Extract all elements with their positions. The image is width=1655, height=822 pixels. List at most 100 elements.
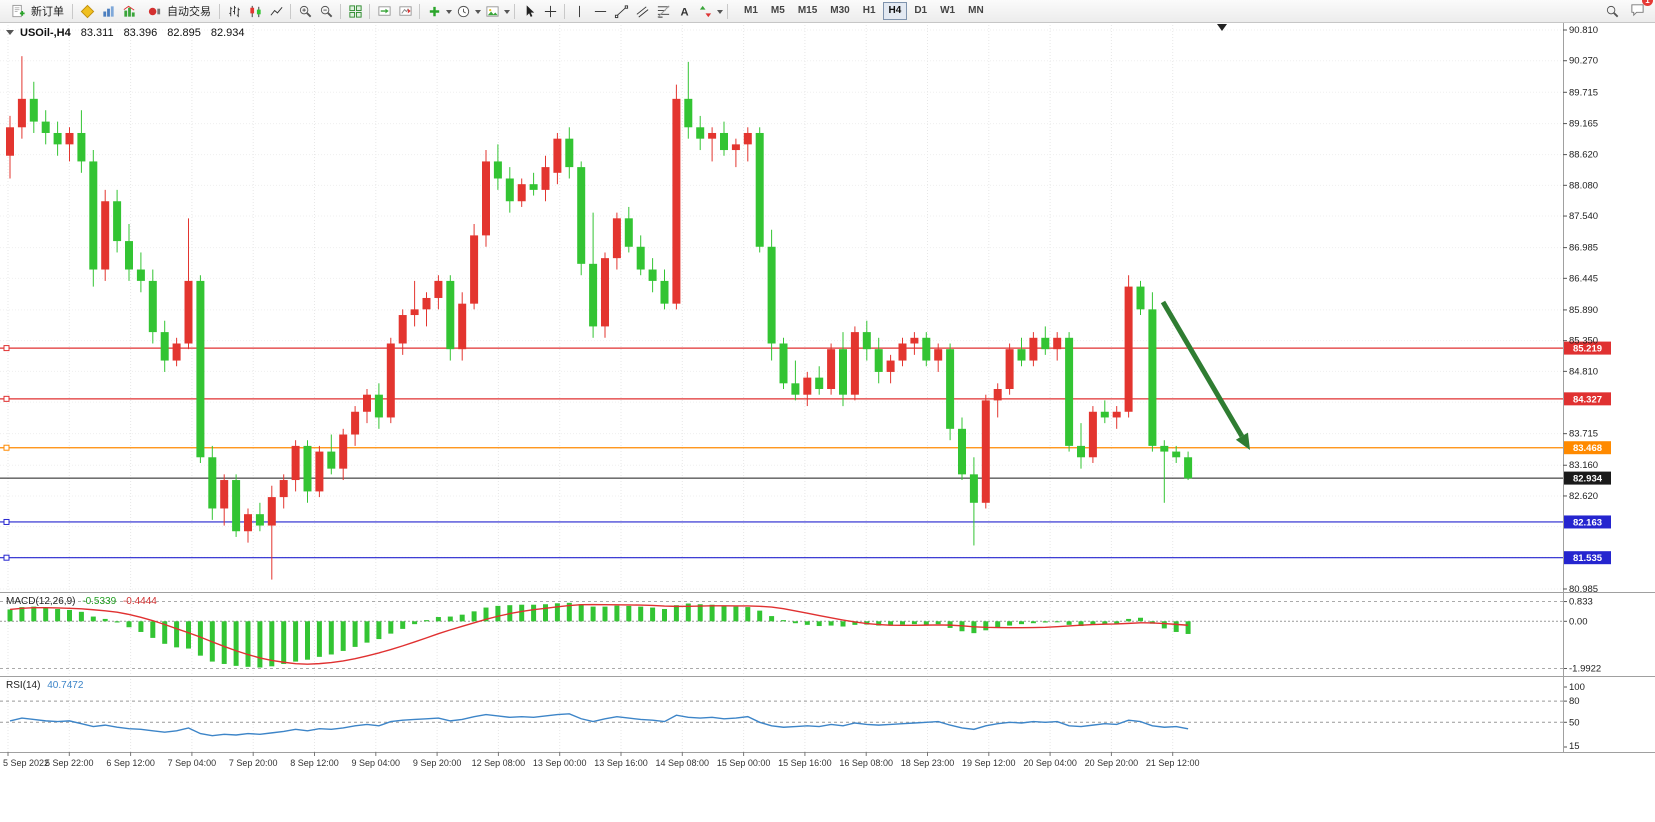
svg-text:16 Sep 08:00: 16 Sep 08:00	[839, 758, 893, 768]
svg-text:85.890: 85.890	[1569, 305, 1598, 316]
svg-text:-1.9922: -1.9922	[1569, 664, 1601, 675]
new-order-icon	[8, 1, 28, 21]
timeframe-m30[interactable]: M30	[830, 5, 850, 16]
zoom-out-icon[interactable]	[316, 1, 336, 21]
timeframe-w1[interactable]: W1	[940, 5, 956, 16]
tile-windows-icon[interactable]	[345, 1, 365, 21]
toolbar-right-group: 1	[1602, 0, 1653, 22]
svg-text:5 Sep 2022: 5 Sep 2022	[3, 758, 49, 768]
timeframe-m15[interactable]: M15	[797, 5, 818, 16]
cursor-icon[interactable]	[519, 1, 539, 21]
svg-text:18 Sep 23:00: 18 Sep 23:00	[901, 758, 955, 768]
svg-text:83.715: 83.715	[1569, 429, 1598, 440]
timeframe-h1[interactable]: H1	[862, 5, 876, 16]
svg-text:20 Sep 20:00: 20 Sep 20:00	[1085, 758, 1139, 768]
chat-button[interactable]: 1	[1627, 0, 1653, 22]
svg-text:15 Sep 16:00: 15 Sep 16:00	[778, 758, 832, 768]
dropdown-caret-icon[interactable]	[475, 9, 481, 17]
timeframe-m1[interactable]: M1	[744, 5, 758, 16]
candlestick-icon[interactable]	[245, 1, 265, 21]
price-axis[interactable]: 90.810 90.270 89.715 89.165 88.620 88.080 87.5…	[1563, 25, 1598, 595]
svg-text:19 Sep 12:00: 19 Sep 12:00	[962, 758, 1016, 768]
macd-panel: 0.833 0.00 -1.9922	[0, 597, 1601, 675]
market-watch-icon[interactable]	[98, 1, 118, 21]
timeframe-h4[interactable]: H4	[882, 2, 908, 20]
rsi-panel: 100 80 50 15	[0, 682, 1585, 752]
dropdown-caret-icon[interactable]	[446, 9, 452, 17]
svg-text:86.985: 86.985	[1569, 243, 1598, 254]
zoom-in-icon[interactable]	[295, 1, 315, 21]
svg-text:90.270: 90.270	[1569, 56, 1598, 67]
svg-text:9 Sep 04:00: 9 Sep 04:00	[352, 758, 401, 768]
chart-shift-icon[interactable]	[395, 1, 415, 21]
toolbar-separator	[514, 3, 515, 19]
svg-text:86.445: 86.445	[1569, 273, 1598, 284]
svg-text:12 Sep 08:00: 12 Sep 08:00	[472, 758, 526, 768]
bar-chart-icon[interactable]	[224, 1, 244, 21]
svg-text:85.219: 85.219	[1573, 344, 1602, 355]
channel-icon[interactable]	[632, 1, 652, 21]
svg-text:7 Sep 04:00: 7 Sep 04:00	[168, 758, 217, 768]
timeframe-mn[interactable]: MN	[968, 5, 984, 16]
toolbar-separator	[219, 3, 220, 19]
vertical-line-icon[interactable]	[569, 1, 589, 21]
auto-trading-button[interactable]: 自动交易	[140, 1, 215, 21]
indicators-icon[interactable]	[424, 1, 444, 21]
timeframe-m5[interactable]: M5	[770, 5, 785, 16]
svg-text:13 Sep 16:00: 13 Sep 16:00	[594, 758, 648, 768]
candlesticks	[6, 56, 1193, 580]
autotrading-icon	[144, 1, 164, 21]
new-order-label: 新订单	[31, 6, 64, 18]
svg-text:8 Sep 12:00: 8 Sep 12:00	[290, 758, 339, 768]
dropdown-caret-icon[interactable]	[717, 9, 723, 17]
templates-icon[interactable]	[482, 1, 502, 21]
periods-icon[interactable]	[453, 1, 473, 21]
svg-text:87.540: 87.540	[1569, 211, 1598, 222]
svg-text:50: 50	[1569, 717, 1580, 728]
toolbar-separator	[419, 3, 420, 19]
main-toolbar: 新订单 自动交易	[0, 0, 1655, 23]
svg-text:84.327: 84.327	[1573, 394, 1602, 405]
horizontal-line-icon[interactable]	[590, 1, 610, 21]
svg-text:90.810: 90.810	[1569, 25, 1598, 36]
timeframe-d1[interactable]: D1	[914, 5, 928, 16]
trend-arrow[interactable]	[1160, 300, 1250, 450]
svg-text:6 Sep 12:00: 6 Sep 12:00	[106, 758, 155, 768]
crosshair-icon[interactable]	[540, 1, 560, 21]
line-chart-icon[interactable]	[266, 1, 286, 21]
dropdown-caret-icon[interactable]	[504, 9, 510, 17]
toolbar-separator	[72, 3, 73, 19]
svg-text:7 Sep 20:00: 7 Sep 20:00	[229, 758, 278, 768]
svg-text:A: A	[680, 6, 688, 18]
new-order-button[interactable]: 新订单	[4, 1, 68, 21]
svg-text:82.620: 82.620	[1569, 491, 1598, 502]
svg-text:100: 100	[1569, 682, 1585, 693]
search-icon[interactable]	[1602, 1, 1622, 21]
gridlines	[0, 22, 1563, 752]
auto-scroll-icon[interactable]	[374, 1, 394, 21]
svg-text:5 Sep 22:00: 5 Sep 22:00	[45, 758, 94, 768]
svg-text:80.985: 80.985	[1569, 584, 1598, 595]
arrows-icon[interactable]	[695, 1, 715, 21]
svg-text:80: 80	[1569, 696, 1580, 707]
svg-text:81.535: 81.535	[1573, 553, 1603, 564]
level-lines[interactable]: 85.219 84.327 83.468 82.934 82.163 81.535	[0, 341, 1611, 565]
navigator-icon[interactable]	[119, 1, 139, 21]
svg-text:89.165: 89.165	[1569, 119, 1598, 130]
toolbar-separator	[564, 3, 565, 19]
svg-text:83.160: 83.160	[1569, 460, 1598, 471]
trendline-icon[interactable]	[611, 1, 631, 21]
fibonacci-icon[interactable]	[653, 1, 673, 21]
text-icon[interactable]: A	[674, 1, 694, 21]
panel-separators[interactable]	[0, 22, 1655, 753]
svg-text:9 Sep 20:00: 9 Sep 20:00	[413, 758, 462, 768]
chat-icon	[1627, 0, 1647, 20]
svg-text:83.468: 83.468	[1573, 443, 1602, 454]
svg-text:14 Sep 08:00: 14 Sep 08:00	[656, 758, 710, 768]
timeframe-group: M1 M5 M15 M30 H1 H4 D1 W1 MN	[738, 2, 990, 20]
toolbar-separator	[727, 3, 728, 19]
metaeditor-icon[interactable]	[77, 1, 97, 21]
